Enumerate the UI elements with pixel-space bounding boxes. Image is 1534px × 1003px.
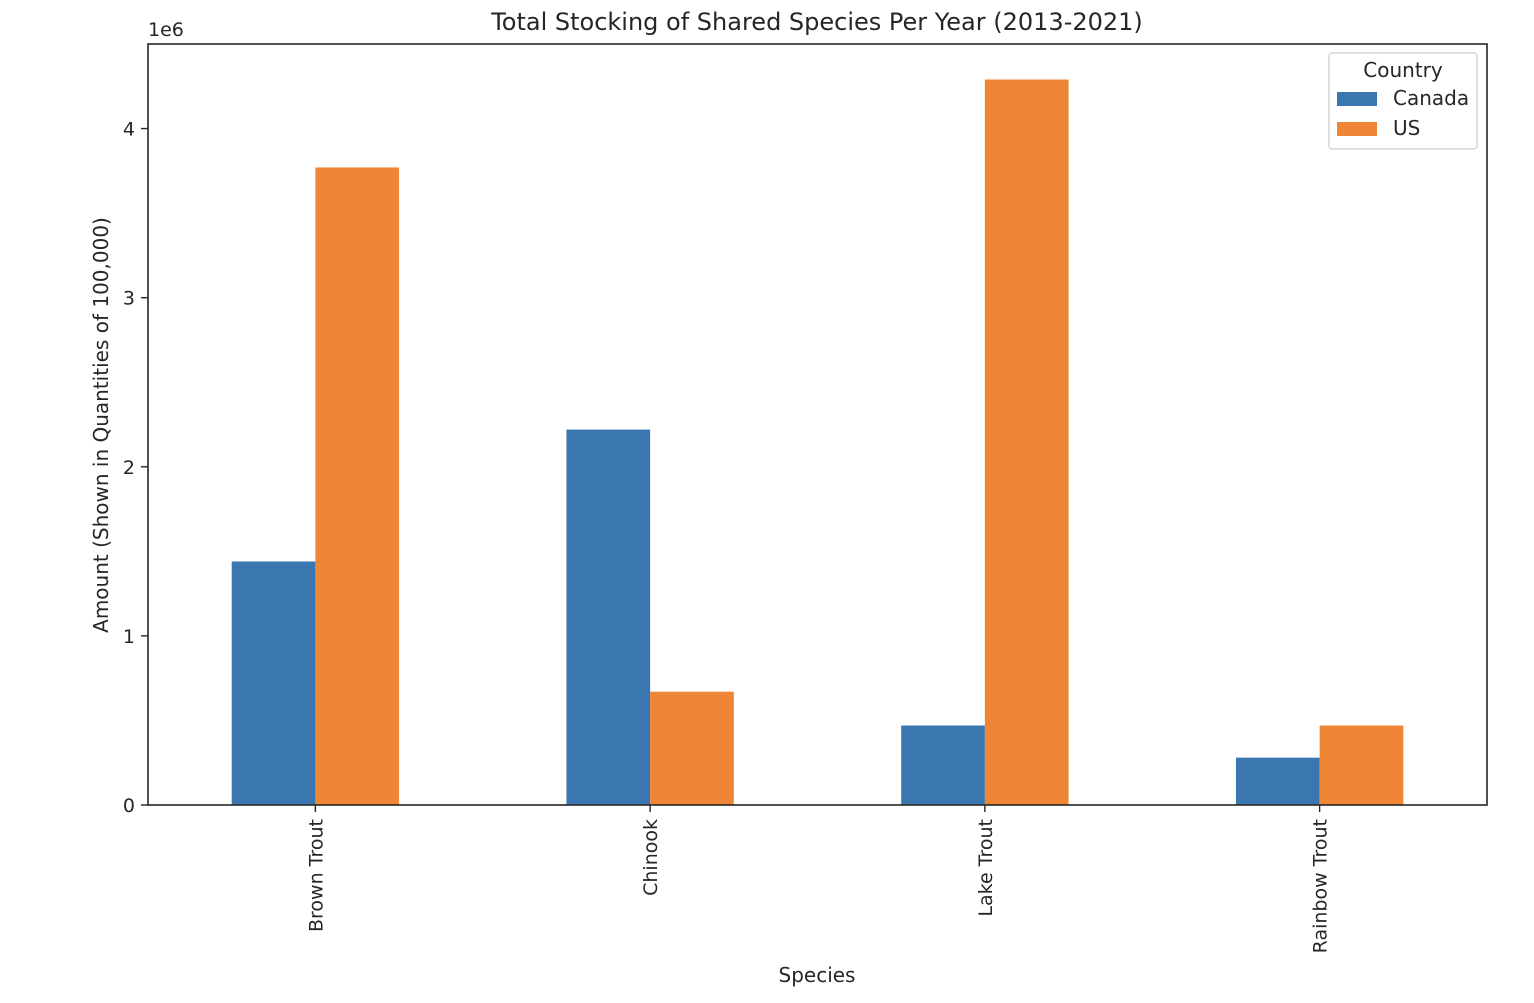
chart-title: Total Stocking of Shared Species Per Yea…: [490, 8, 1143, 36]
legend: Country Canada US: [1328, 52, 1478, 150]
bar-canada-rainbow-trout: [1235, 757, 1320, 805]
legend-label-us: US: [1393, 116, 1420, 140]
bar-us-lake-trout: [984, 79, 1069, 805]
x-tick-label: Chinook: [640, 819, 662, 896]
bar-us-brown-trout: [315, 167, 400, 805]
x-tick-label: Brown Trout: [305, 819, 327, 932]
y-tick-label: 3: [123, 288, 135, 310]
y-axis-offset-label: 1e6: [148, 19, 184, 41]
y-axis-ticks: 0 1 2 3 4: [123, 119, 148, 817]
bar-canada-lake-trout: [901, 725, 985, 805]
bar-canada-chinook: [566, 429, 651, 805]
y-axis-label: Amount (Shown in Quantities of 100,000): [89, 217, 113, 633]
y-tick-label: 1: [123, 626, 135, 648]
x-axis-ticks: Brown Trout Chinook Lake Trout Rainbow Trou…: [305, 805, 1332, 953]
bars-group: [231, 79, 1404, 805]
bar-canada-brown-trout: [231, 561, 316, 805]
legend-swatch-us: [1337, 122, 1377, 136]
y-tick-label: 0: [123, 795, 135, 817]
bar-us-chinook: [650, 691, 734, 805]
x-axis-label: Species: [779, 963, 856, 987]
x-tick-label: Lake Trout: [975, 819, 997, 917]
plot-frame: [147, 43, 1488, 806]
x-tick-label: Rainbow Trout: [1310, 819, 1332, 953]
legend-title: Country: [1363, 58, 1443, 82]
y-tick-label: 4: [123, 119, 135, 141]
legend-label-canada: Canada: [1393, 86, 1469, 110]
y-tick-label: 2: [123, 457, 135, 479]
legend-swatch-canada: [1337, 92, 1377, 106]
bar-us-rainbow-trout: [1319, 725, 1404, 805]
